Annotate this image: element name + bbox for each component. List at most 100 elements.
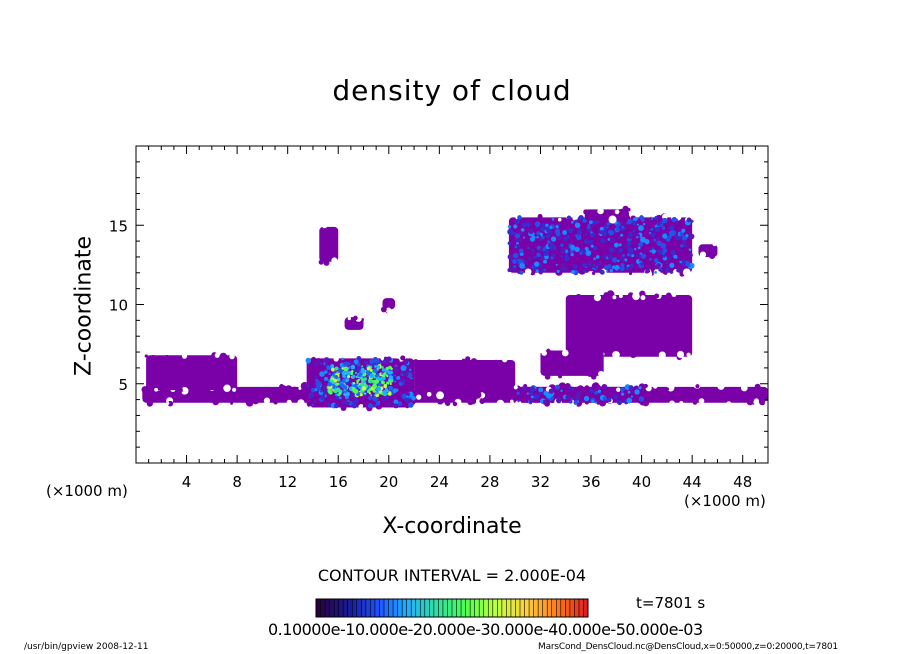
footer-program: /usr/bin/gpview 2008-12-11 (24, 642, 149, 652)
colorbar-cell (374, 599, 380, 617)
colorbar-cell (442, 599, 448, 617)
colorbar-cell (316, 599, 322, 617)
colorbar-cell (352, 599, 358, 617)
colorbar-cell (365, 599, 371, 617)
colorbar-cell (447, 599, 453, 617)
colorbar-cell (329, 599, 335, 617)
cloud-region-3 (412, 356, 516, 401)
colorbar-cell (325, 599, 331, 617)
colorbar-cell (424, 599, 430, 617)
colorbar (315, 598, 589, 618)
colorbar-cell (397, 599, 403, 617)
colorbar-cell (429, 599, 435, 617)
x-tick-label: 20 (379, 473, 398, 491)
y-axis-label: Z-coordinate (71, 236, 97, 376)
colorbar-cell (393, 599, 399, 617)
y-tick-label: 5 (118, 376, 128, 394)
colorbar-cell (379, 599, 385, 617)
x-tick-label: 48 (733, 473, 752, 491)
colorbar-cell (452, 599, 458, 617)
colorbar-cell (388, 599, 394, 617)
colorbar-cell (533, 599, 539, 617)
cloud-region-11 (539, 347, 605, 380)
y-tick-label: 10 (109, 297, 128, 315)
colorbar-cell (402, 599, 408, 617)
colorbar-cell (320, 599, 326, 617)
colorbar-cell (361, 599, 367, 617)
colorbar-cell (524, 599, 530, 617)
colorbar-cell (356, 599, 362, 617)
cloud-region-10 (562, 290, 693, 361)
colorbar-cell (456, 599, 462, 617)
colorbar-cell (347, 599, 353, 617)
cloud-region-8 (583, 205, 631, 224)
cloud-region-12 (513, 383, 645, 407)
colorbar-cell (470, 599, 476, 617)
colorbar-cell (415, 599, 421, 617)
x-tick-label: 24 (430, 473, 449, 491)
colorbar-cell (569, 599, 575, 617)
x-tick-label: 44 (683, 473, 702, 491)
colorbar-cell (492, 599, 498, 617)
colorbar-labels: 0.10000e-10.000e-20.000e-30.000e-40.000e… (268, 620, 703, 639)
colorbar-cell (506, 599, 512, 617)
colorbar-cell (384, 599, 390, 617)
colorbar-cell (542, 599, 548, 617)
colorbar-cell (560, 599, 566, 617)
colorbar-cell (556, 599, 562, 617)
colorbar-cell (479, 599, 485, 617)
chart-title: density of cloud (332, 74, 572, 107)
colorbar-cell (411, 599, 417, 617)
colorbar-cell (343, 599, 349, 617)
colorbar-cell (488, 599, 494, 617)
colorbar-cell (461, 599, 467, 617)
colorbar-cell (465, 599, 471, 617)
colorbar-cell (338, 599, 344, 617)
colorbar-cell (565, 599, 571, 617)
x-tick-label: 4 (182, 473, 192, 491)
cloud-region-5 (344, 315, 364, 330)
colorbar-cell (520, 599, 526, 617)
colorbar-cell (578, 599, 584, 617)
x-tick-label: 12 (278, 473, 297, 491)
colorbar-cell (547, 599, 553, 617)
time-label: t=7801 s (636, 594, 706, 612)
colorbar-cell (334, 599, 340, 617)
cloud-region-9 (698, 241, 718, 259)
x-axis-label: X-coordinate (382, 514, 522, 539)
colorbar-cell (474, 599, 480, 617)
x-tick-label: 8 (232, 473, 242, 491)
colorbar-cell (501, 599, 507, 617)
colorbar-cell (420, 599, 426, 617)
footer-source: MarsCond_DensCloud.nc@DensCloud,x=0:5000… (538, 642, 838, 652)
contour-interval: CONTOUR INTERVAL = 2.000E-04 (317, 566, 587, 585)
colorbar-cell (433, 599, 439, 617)
x-tick-label: 40 (632, 473, 651, 491)
colorbar-cell (438, 599, 444, 617)
cloud-region-2 (304, 355, 416, 412)
y-tick-label: 15 (109, 217, 128, 235)
x-tick-label: 36 (581, 473, 600, 491)
colorbar-cell (583, 599, 589, 617)
cloud-region-7 (507, 213, 695, 278)
x-axis-unit: (×1000 m) (684, 492, 766, 510)
cloud-field (141, 205, 768, 412)
x-tick-label: 32 (531, 473, 550, 491)
cloud-region-4 (318, 223, 339, 266)
colorbar-cell (574, 599, 580, 617)
cloud-region-6 (380, 298, 396, 314)
colorbar-cell (538, 599, 544, 617)
y-axis-unit: (×1000 m) (46, 482, 128, 500)
colorbar-cell (370, 599, 376, 617)
colorbar-cell (483, 599, 489, 617)
cloud-region-1 (144, 352, 238, 395)
colorbar-cell (515, 599, 521, 617)
x-tick-label: 16 (329, 473, 348, 491)
colorbar-cell (497, 599, 503, 617)
colorbar-cell (551, 599, 557, 617)
colorbar-cell (529, 599, 535, 617)
colorbar-cell (510, 599, 516, 617)
colorbar-cell (406, 599, 412, 617)
